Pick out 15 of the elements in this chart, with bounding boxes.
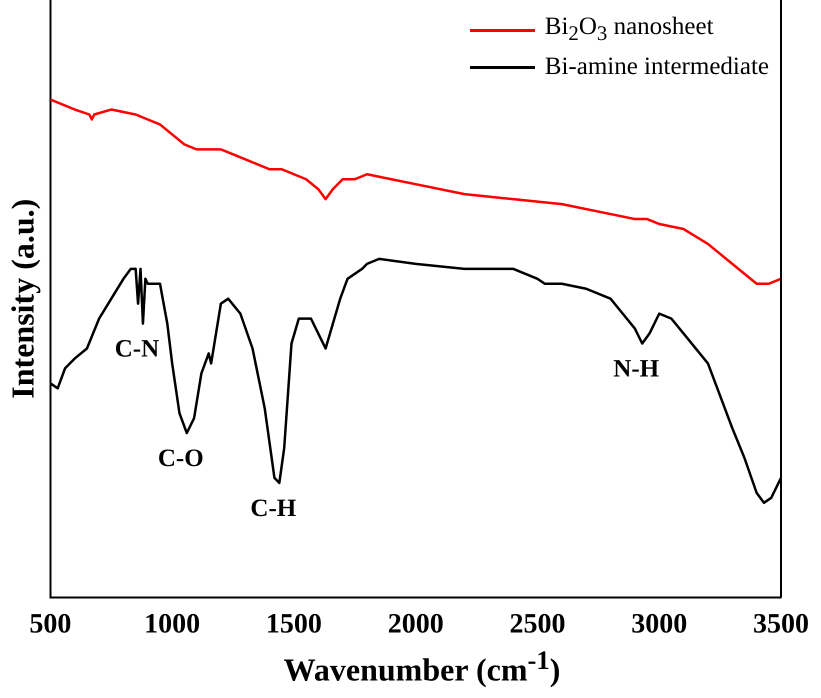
x-tick-label: 2000 (388, 608, 444, 640)
x-tick-label: 1500 (266, 608, 322, 640)
y-axis-title: Intensity (a.u.) (4, 198, 40, 399)
annotation: C-O (158, 445, 204, 472)
annotation: C-H (250, 494, 297, 522)
legend-label: Bi-amine intermediate (544, 52, 769, 82)
x-tick-label: 500 (29, 608, 72, 640)
legend-label: Bi$_{2}$O$_{3}$ nanosheet (544, 12, 714, 47)
x-tick-label: 2500 (509, 608, 566, 640)
x-tick-label: 1000 (144, 608, 200, 640)
annotation: C-N (114, 336, 160, 363)
annotation: N-H (613, 355, 660, 382)
x-tick-label: 3000 (631, 608, 688, 640)
x-tick-label: 3500 (753, 608, 809, 640)
x-axis-title: Wavenumber (cm$^{-1}$) (282, 645, 562, 689)
